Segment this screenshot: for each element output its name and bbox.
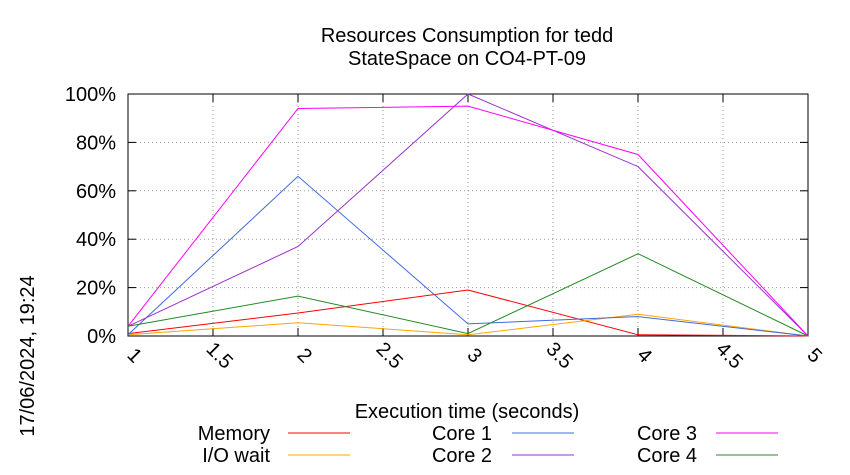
x-axis-ticks: 1 1.5 2 2.5 3 3.5 4 4.5 5 [123, 94, 826, 373]
series-line-memory [127, 289, 809, 337]
series-line-core-1 [127, 175, 809, 337]
x-tick-label: 5 [803, 344, 826, 367]
series-lines [127, 93, 809, 337]
y-tick-label: 20% [76, 278, 116, 300]
y-tick-label: 60% [76, 181, 116, 203]
y-tick-label: 40% [76, 229, 116, 251]
y-tick-label: 100% [65, 84, 116, 106]
chart-title-line2: StateSpace on CO4-PT-09 [348, 48, 586, 70]
x-tick-label: 3.5 [542, 338, 577, 373]
x-tick-label: 4.5 [712, 338, 747, 373]
series-line-core-3 [127, 105, 809, 337]
legend-label-memory: Memory [198, 423, 270, 445]
timestamp-label: 17/06/2024, 19:24 [17, 275, 39, 436]
x-tick-label: 1.5 [202, 338, 237, 373]
x-tick-label: 3 [463, 344, 486, 367]
chart-title-line1: Resources Consumption for tedd [321, 25, 613, 47]
x-tick-label: 4 [633, 344, 656, 367]
legend-label-core-3: Core 3 [637, 423, 697, 445]
y-tick-label: 0% [87, 326, 116, 348]
x-tick-label: 2 [293, 344, 316, 367]
y-axis-ticks: 0% 20% 40% 60% 80% 100% [65, 84, 808, 348]
series-line-i-o-wait [127, 313, 809, 337]
legend-label-i-o-wait: I/O wait [202, 445, 270, 467]
x-tick-label: 2.5 [372, 338, 407, 373]
y-tick-label: 80% [76, 132, 116, 154]
legend-label-core-1: Core 1 [432, 423, 492, 445]
legend-label-core-2: Core 2 [432, 445, 492, 467]
legend-label-core-4: Core 4 [637, 445, 697, 467]
grid [128, 94, 808, 336]
x-axis-label: Execution time (seconds) [355, 401, 580, 423]
series-line-core-4 [127, 253, 809, 337]
x-tick-label: 1 [123, 344, 146, 367]
series-line-core-2 [127, 93, 809, 337]
